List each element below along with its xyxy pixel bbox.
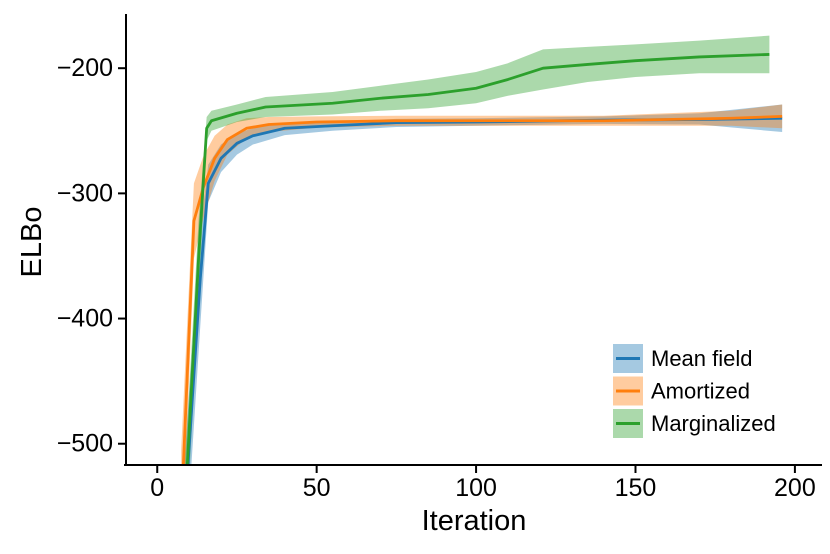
x-tick-label-200: 200 [774, 474, 816, 502]
legend-entry-marginalized: Marginalized [613, 409, 776, 438]
series-line-marginalized [185, 53, 770, 465]
x-tick-label-50: 50 [303, 474, 331, 502]
series-line-mean-field [186, 116, 783, 465]
x-axis-ticks: 0 50 100 150 200 [150, 465, 816, 502]
x-tick-label-150: 150 [615, 474, 657, 502]
y-tick-label--500: −500 [57, 430, 113, 458]
y-tick-label--400: −400 [57, 305, 113, 333]
series-lines-layer [181, 53, 783, 465]
legend-entry-mean-field: Mean field [613, 344, 753, 373]
x-tick-label-100: 100 [455, 474, 497, 502]
legend-entry-amortized: Amortized [613, 376, 750, 406]
legend-label-amortized: Amortized [651, 379, 750, 404]
legend-label-mean-field: Mean field [651, 346, 753, 371]
y-tick-label--300: −300 [57, 179, 113, 207]
x-axis-label: Iteration [422, 505, 527, 537]
y-axis-ticks: −200 −300 −400 −500 [57, 54, 126, 458]
legend-label-marginalized: Marginalized [651, 411, 776, 436]
series-line-amortized [181, 114, 783, 465]
y-axis-label: ELBo [16, 207, 48, 278]
y-tick-label--200: −200 [57, 54, 113, 82]
legend: Mean field Amortized Marginalized [613, 344, 776, 438]
x-tick-label-0: 0 [150, 474, 164, 502]
